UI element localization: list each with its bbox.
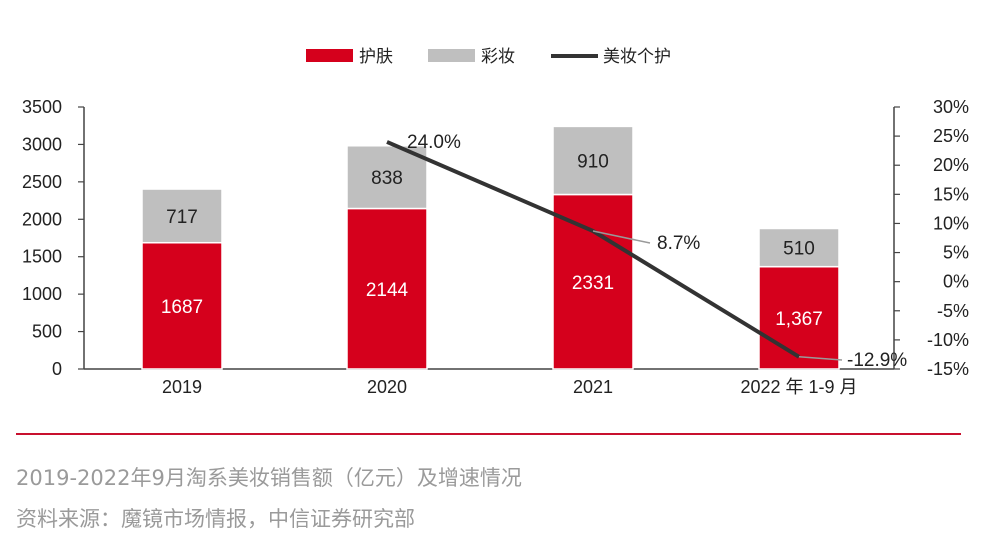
- bar-value-label: 910: [577, 151, 609, 172]
- left-tick-label: 3500: [22, 97, 62, 117]
- legend-swatch-1: [428, 49, 475, 62]
- left-tick-label: 2500: [22, 172, 62, 192]
- bar-segment-0: [758, 265, 840, 370]
- left-tick-label: 1000: [22, 284, 62, 304]
- bar-value-label: 1,367: [775, 309, 823, 330]
- line-value-label: 8.7%: [657, 233, 700, 254]
- legend-label-2: 美妆个护: [603, 47, 671, 67]
- right-tick-label: 25%: [933, 126, 969, 146]
- x-axis: 2019 2020 2021 2022 年 1-9 月: [84, 368, 894, 397]
- bar-value-label: 1687: [161, 297, 203, 318]
- right-tick-label: 30%: [933, 97, 969, 117]
- x-tick-label: 2021: [573, 377, 613, 397]
- legend-swatch-0: [306, 49, 353, 62]
- x-tick-label: 2022 年 1-9 月: [740, 377, 857, 397]
- bar-segment-0: [141, 241, 223, 370]
- bars: 1687 717 2144 838 2331 910 1,367 510: [141, 125, 840, 370]
- bar-value-label: 717: [166, 207, 198, 228]
- x-tick-label: 2020: [367, 377, 407, 397]
- bar-segment-0: [552, 193, 634, 370]
- bar-value-label: 2144: [366, 280, 409, 301]
- stacked-bar-line-chart: 护肤 彩妆 美妆个护 0 500 1000 1500 2000 2500 3000 3500 -1…: [22, 47, 969, 397]
- growth-line: 24.0% 8.7% -12.9%: [386, 132, 907, 371]
- line-label-leader: [592, 230, 651, 244]
- left-y-axis: 0 500 1000 1500 2000 2500 3000 3500: [22, 97, 85, 379]
- bar-value-label: 838: [371, 168, 403, 189]
- left-tick-label: 3000: [22, 134, 62, 154]
- right-tick-label: 15%: [933, 184, 969, 204]
- line-label-leader: [798, 356, 843, 361]
- legend: 护肤 彩妆 美妆个护: [306, 47, 671, 67]
- left-tick-label: 500: [32, 322, 62, 342]
- left-tick-label: 2000: [22, 209, 62, 229]
- bar-segment-1: [758, 227, 840, 268]
- bar-value-label: 2331: [572, 273, 614, 294]
- right-tick-label: -5%: [937, 301, 969, 321]
- figure-caption: 2019-2022年9月淘系美妆销售额（亿元）及增速情况: [16, 466, 522, 490]
- bar-segment-1: [346, 145, 428, 210]
- right-tick-label: -10%: [927, 330, 969, 350]
- bar-segment-1: [141, 188, 223, 244]
- right-tick-label: 5%: [943, 243, 969, 263]
- line-value-label: 24.0%: [407, 132, 461, 153]
- legend-label-0: 护肤: [359, 47, 393, 67]
- right-y-axis: -15% -10% -5% 0% 5% 10% 15% 20% 25% 30%: [893, 97, 969, 379]
- divider-line: [16, 433, 961, 435]
- right-tick-label: -15%: [927, 359, 969, 379]
- source-note: 资料来源：魔镜市场情报，中信证券研究部: [16, 507, 415, 531]
- right-tick-label: 0%: [943, 272, 969, 292]
- bar-value-label: 510: [783, 239, 815, 260]
- line-value-label: -12.9%: [847, 350, 907, 371]
- right-tick-label: 10%: [933, 213, 969, 233]
- legend-label-1: 彩妆: [481, 47, 515, 67]
- left-tick-label: 1500: [22, 247, 62, 267]
- x-tick-label: 2019: [162, 377, 202, 397]
- bar-segment-0: [346, 207, 428, 370]
- right-tick-label: 20%: [933, 155, 969, 175]
- left-tick-label: 0: [52, 359, 62, 379]
- bar-segment-1: [552, 125, 634, 196]
